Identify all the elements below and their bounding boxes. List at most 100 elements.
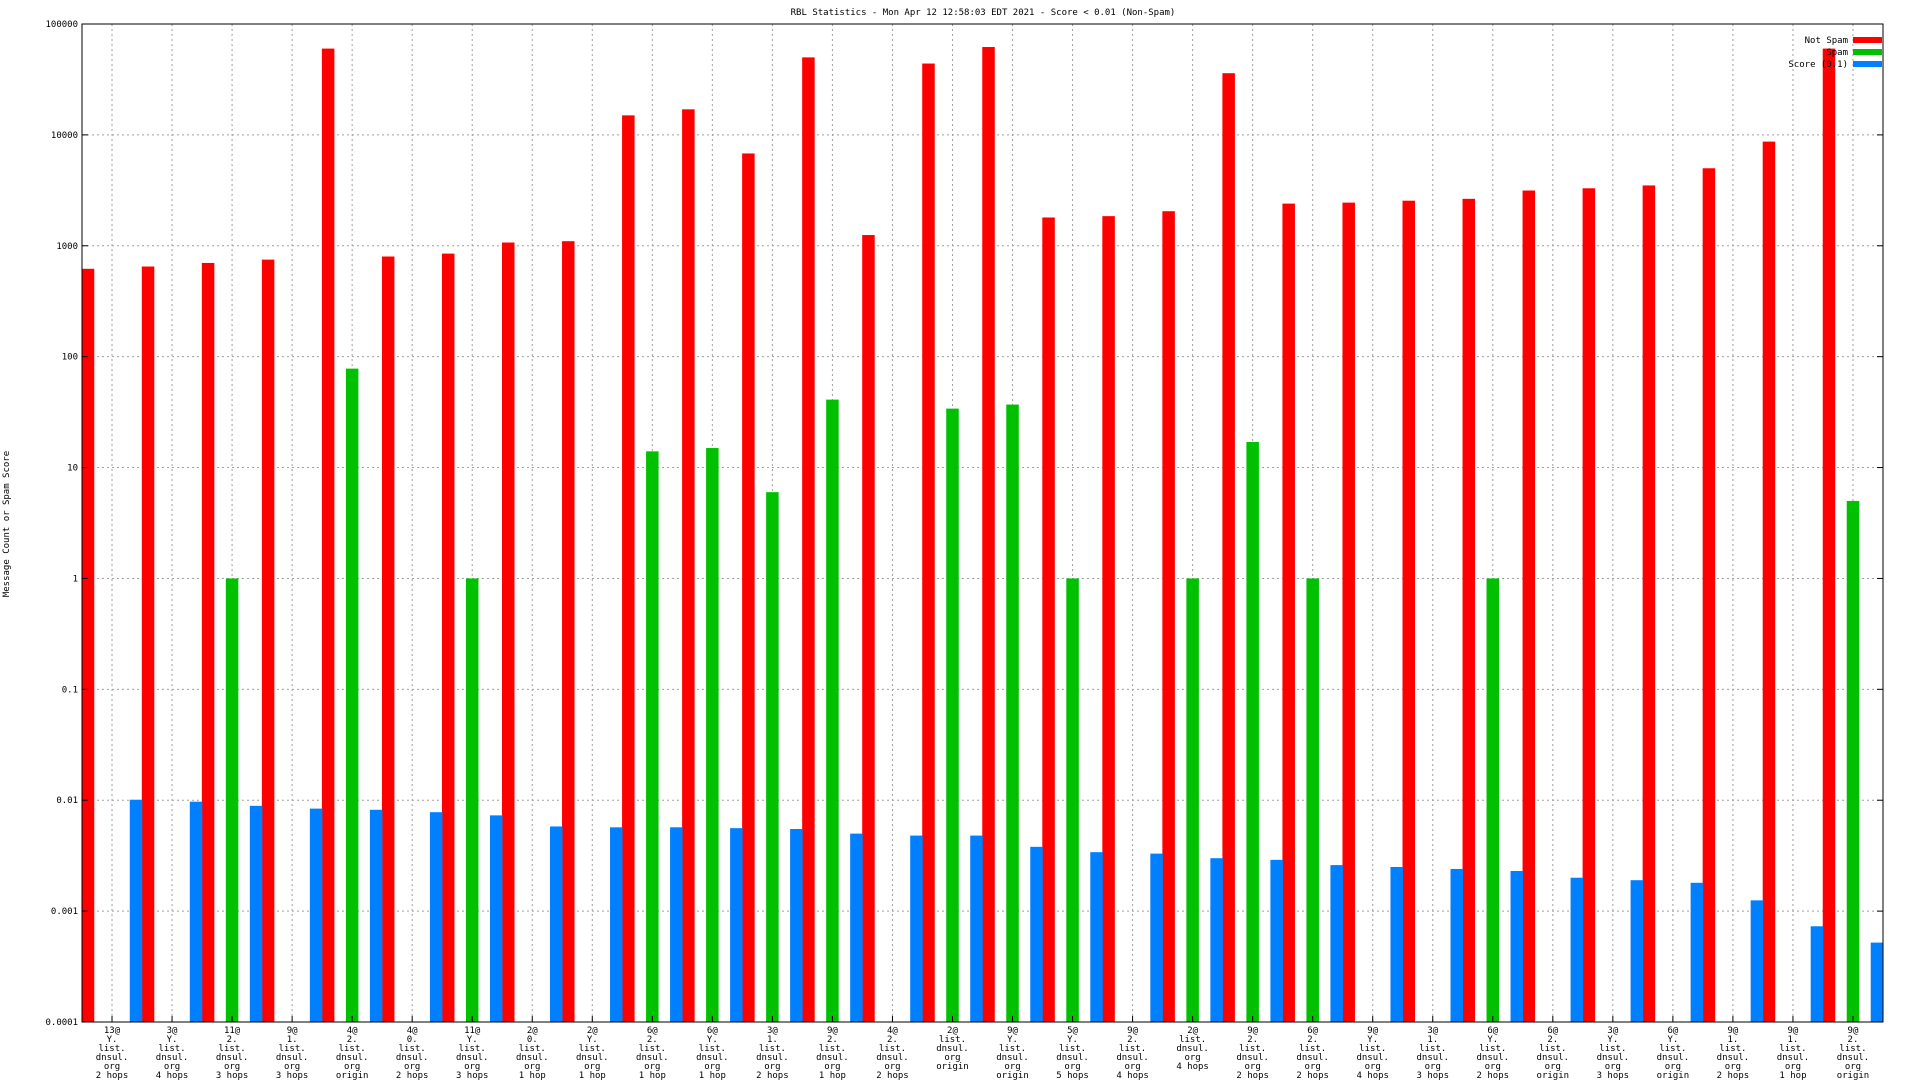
bar-1-11 xyxy=(766,492,779,1022)
bar-2-6 xyxy=(489,815,503,1022)
bar-1-16 xyxy=(1066,578,1079,1022)
bar-2-22 xyxy=(1450,868,1463,1022)
bar-0-6 xyxy=(441,253,455,1022)
x-tick-label-line: list. xyxy=(1659,1044,1686,1054)
bar-2-9 xyxy=(670,827,683,1022)
legend-label: Score (0.1) xyxy=(1788,60,1848,70)
bar-0-19 xyxy=(1222,73,1235,1023)
x-tick-label: 5@ Y. list. dnsul. org 5 hops xyxy=(1056,1026,1089,1080)
x-tick-label-line: org xyxy=(1425,1062,1441,1072)
x-tick-label-line: Y. xyxy=(1487,1035,1498,1045)
x-tick-label-line: dnsul. xyxy=(816,1053,849,1063)
x-tick-label: 3@ 1. list. dnsul. org 3 hops xyxy=(1416,1026,1449,1080)
x-tick-label-line: list. xyxy=(759,1044,786,1054)
x-tick-label-line: 2. xyxy=(1127,1035,1138,1045)
x-tick-label-line: 9@ xyxy=(1788,1026,1799,1036)
x-tick-label-line: origin xyxy=(336,1071,369,1080)
x-tick-label-line: list. xyxy=(1719,1044,1746,1054)
y-tick-label: 10 xyxy=(67,464,78,474)
x-tick-label-line: org xyxy=(584,1062,600,1072)
x-tick-label-line: Y. xyxy=(467,1035,478,1045)
x-tick-label: 2@ 0. list. dnsul. org 1 hop xyxy=(516,1026,549,1080)
x-tick-label-line: list. xyxy=(279,1044,306,1054)
x-tick-label-line: 5@ xyxy=(1067,1026,1078,1036)
x-tick-label-line: dnsul. xyxy=(1537,1053,1570,1063)
bar-0-21 xyxy=(1342,202,1355,1022)
x-tick-label-line: 2 hops xyxy=(876,1071,909,1080)
x-tick-label-line: org xyxy=(1064,1062,1080,1072)
x-tick-label-line: 1. xyxy=(767,1035,778,1045)
x-tick-label-line: list. xyxy=(1419,1044,1446,1054)
x-tick-label-line: 2. xyxy=(887,1035,898,1045)
x-tick-label-line: 2 hops xyxy=(1717,1071,1750,1080)
x-tick-label-line: list. xyxy=(579,1044,606,1054)
x-tick-label-line: 6@ xyxy=(1487,1026,1498,1036)
x-tick-label-line: 9@ xyxy=(287,1026,298,1036)
x-tick-label-line: 2 hops xyxy=(396,1071,429,1080)
x-tick-label-line: dnsul. xyxy=(756,1053,789,1063)
x-tick-label-line: 4@ xyxy=(887,1026,898,1036)
x-tick-label-line: org xyxy=(824,1062,840,1072)
bar-0-0 xyxy=(81,268,95,1023)
x-tick-label-line: 3@ xyxy=(167,1026,178,1036)
x-tick-label-line: Y. xyxy=(1067,1035,1078,1045)
x-tick-label-line: 3@ xyxy=(1607,1026,1618,1036)
bar-1-23 xyxy=(1486,578,1500,1022)
x-tick-label-line: 2@ xyxy=(947,1026,958,1036)
y-axis-ticks: 0.0001 0.001 0.01 0.1 1 10 100 1000 10000 100000 xyxy=(45,20,1883,1028)
x-tick-label-line: 9@ xyxy=(827,1026,838,1036)
legend-swatch xyxy=(1853,49,1882,55)
x-tick-label-line: dnsul. xyxy=(996,1053,1029,1063)
bar-1-10 xyxy=(706,448,719,1022)
x-tick-label-line: origin xyxy=(1837,1071,1870,1080)
x-tick-label-line: 2. xyxy=(227,1035,238,1045)
x-tick-label-line: list. xyxy=(699,1044,726,1054)
x-tick-label-line: 0. xyxy=(407,1035,418,1045)
x-tick-label-line: 2@ xyxy=(587,1026,598,1036)
x-tick-label: 13@ Y. list. dnsul. org 2 hops xyxy=(96,1026,129,1080)
bar-2-28 xyxy=(1810,926,1824,1022)
x-tick-label-line: Y. xyxy=(1667,1035,1678,1045)
x-tick-label-line: org xyxy=(704,1062,720,1072)
x-tick-label-line: list. xyxy=(879,1044,906,1054)
x-tick-label-line: 1 hop xyxy=(639,1071,666,1080)
x-tick-label: 2@ list. dnsul. org origin xyxy=(936,1026,969,1072)
bar-0-9 xyxy=(622,115,635,1023)
x-tick-label-line: 1 hop xyxy=(1779,1071,1806,1080)
x-tick-label: 6@ 2. list. dnsul. org origin xyxy=(1537,1026,1570,1080)
bar-2-23 xyxy=(1510,870,1524,1022)
x-tick-label-line: 9@ xyxy=(1247,1026,1258,1036)
x-tick-label-line: 6@ xyxy=(1667,1026,1678,1036)
bar-2-24 xyxy=(1570,877,1584,1022)
x-tick-label-line: list. xyxy=(98,1044,125,1054)
bar-1-2 xyxy=(225,578,239,1022)
bar-0-5 xyxy=(381,256,395,1022)
bar-0-16 xyxy=(1042,217,1055,1022)
y-tick-label: 100 xyxy=(62,353,78,363)
bar-0-18 xyxy=(1162,211,1175,1022)
x-tick-label-line: dnsul. xyxy=(336,1053,369,1063)
x-tick-label: 9@ 1. list. dnsul. org 2 hops xyxy=(1717,1026,1750,1080)
x-tick-label-line: org xyxy=(1305,1062,1321,1072)
x-tick-label-line: org xyxy=(1725,1062,1741,1072)
x-tick-label: 6@ 2. list. dnsul. org 1 hop xyxy=(636,1026,669,1080)
x-tick-label-line: 3@ xyxy=(1427,1026,1438,1036)
x-tick-label-line: list. xyxy=(1059,1044,1086,1054)
y-tick-label: 0.0001 xyxy=(45,1018,78,1028)
chart-title: RBL Statistics - Mon Apr 12 12:58:03 EDT… xyxy=(791,8,1176,18)
x-tick-label-line: list. xyxy=(1779,1044,1806,1054)
x-tick-label-line: list. xyxy=(1479,1044,1506,1054)
x-tick-label-line: list. xyxy=(1239,1044,1266,1054)
x-tick-label-line: Y. xyxy=(1367,1035,1378,1045)
x-tick-label: 9@ 2. list. dnsul. org origin xyxy=(1837,1026,1870,1080)
bar-0-29 xyxy=(1822,48,1836,1022)
bar-0-10 xyxy=(682,109,695,1023)
bar-1-6 xyxy=(465,578,479,1022)
x-tick-label-line: org xyxy=(1845,1062,1861,1072)
x-tick-label: 11@ 2. list. dnsul. org 3 hops xyxy=(216,1026,249,1080)
y-tick-label: 1000 xyxy=(56,242,78,252)
bar-2-5 xyxy=(429,812,443,1022)
bars xyxy=(81,47,1884,1023)
bar-1-20 xyxy=(1306,578,1319,1022)
